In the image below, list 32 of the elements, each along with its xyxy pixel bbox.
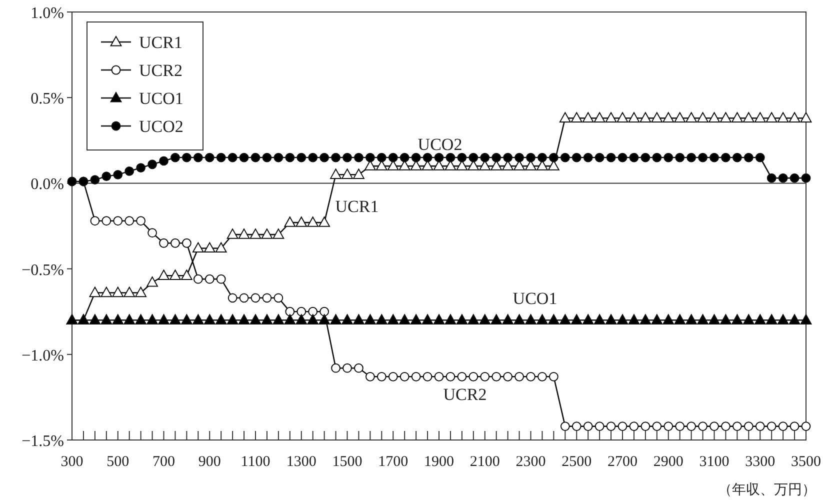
- x-tick-label: 2500: [562, 454, 592, 470]
- x-tick-label: 500: [106, 454, 130, 470]
- x-tick-label: 2100: [470, 454, 500, 470]
- y-tick-label: −0.5%: [22, 262, 64, 279]
- legend-label: UCO1: [139, 89, 184, 108]
- annotation: UCO1: [512, 289, 558, 308]
- x-tick-label: 3500: [791, 454, 821, 470]
- y-tick-label: 0.0%: [30, 176, 64, 194]
- x-axis-title: （年収、万円）: [718, 482, 816, 498]
- annotation: UCR2: [443, 385, 487, 404]
- legend-label: UCR1: [139, 33, 182, 52]
- x-tick-label: 3300: [745, 454, 776, 470]
- x-tick-label: 2900: [653, 454, 684, 470]
- y-tick-label: −1.0%: [22, 347, 64, 364]
- x-tick-label: 900: [198, 454, 221, 470]
- y-tick-label: −1.5%: [22, 433, 64, 450]
- x-tick-label: 700: [152, 454, 175, 470]
- y-tick-label: 0.5%: [30, 90, 64, 108]
- x-tick-label: 1100: [240, 454, 270, 470]
- x-tick-label: 2700: [608, 454, 638, 470]
- x-tick-label: 1500: [332, 454, 362, 470]
- x-tick-label: 1300: [286, 454, 316, 470]
- x-tick-label: 2300: [516, 454, 546, 470]
- x-tick-label: 3100: [699, 454, 730, 470]
- x-tick-label: 1700: [378, 454, 408, 470]
- x-tick-label: 1900: [424, 454, 454, 470]
- legend-label: UCO2: [139, 117, 184, 136]
- annotation: UCO2: [418, 135, 462, 154]
- legend-label: UCR2: [139, 61, 182, 80]
- annotation: UCR1: [335, 197, 379, 216]
- x-tick-label: 300: [60, 454, 84, 470]
- y-tick-label: 1.0%: [30, 5, 64, 22]
